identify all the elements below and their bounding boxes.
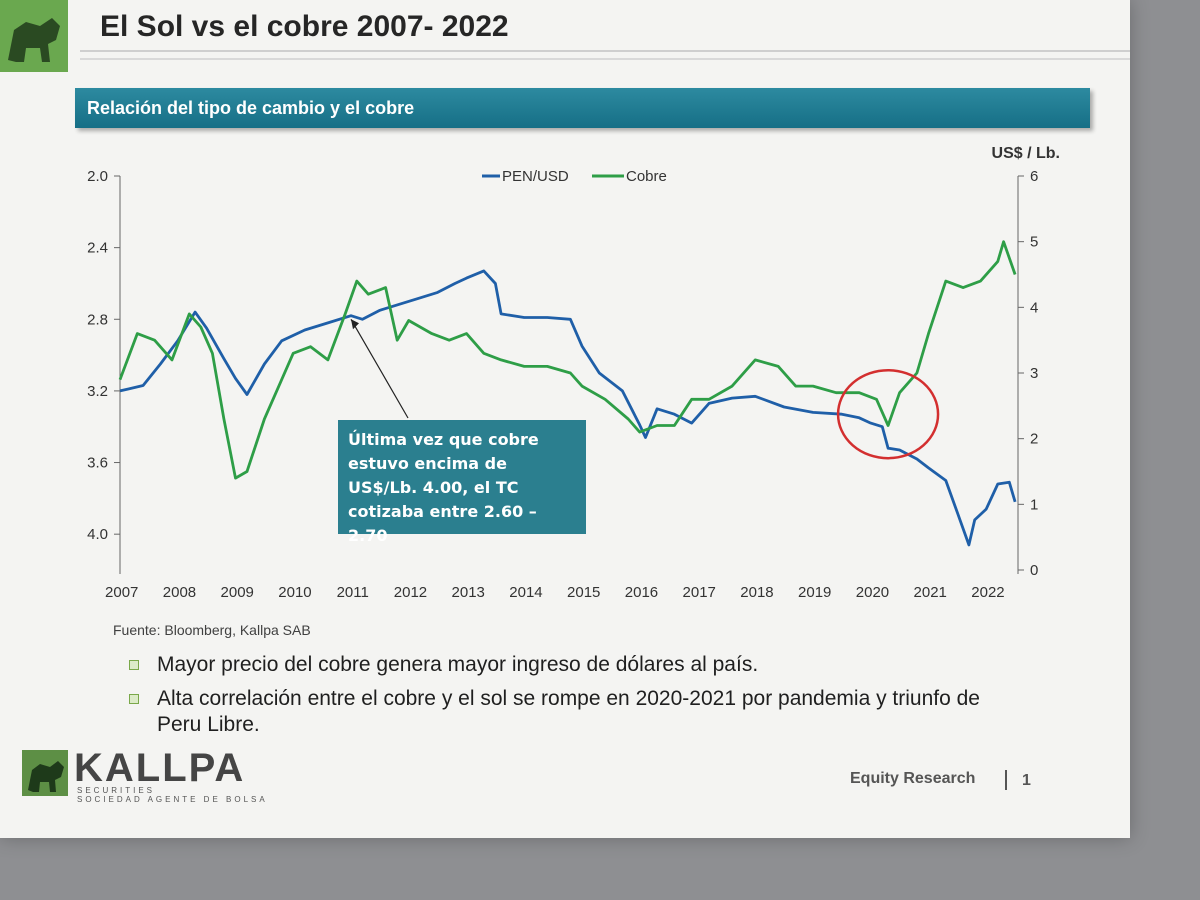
bull-logo-icon <box>22 750 68 796</box>
x-tick-label: 2016 <box>625 584 658 601</box>
bullet-square-icon <box>129 694 139 704</box>
x-tick-label: 2012 <box>394 584 427 601</box>
x-tick-label: 2019 <box>798 584 831 601</box>
left-tick-label: 3.2 <box>87 383 108 400</box>
highlight-circle <box>836 368 940 460</box>
x-tick-label: 2017 <box>683 584 716 601</box>
x-tick-label: 2007 <box>105 584 138 601</box>
right-tick-label: 0 <box>1030 562 1038 579</box>
logo-tagline: SOCIEDAD AGENTE DE BOLSA <box>77 795 268 804</box>
legend-label-pen: PEN/USD <box>502 168 569 185</box>
bullet-item: Mayor precio del cobre genera mayor ingr… <box>125 652 1025 678</box>
x-tick-label: 2020 <box>856 584 889 601</box>
left-tick-label: 2.4 <box>87 240 108 257</box>
left-tick-label: 3.6 <box>87 455 108 472</box>
callout-line: US$/Lb. 4.00, el TC <box>348 478 519 497</box>
line-chart: 2.0 2.4 2.8 3.2 3.6 4.0 0 1 2 3 4 5 6 US$ / Lb. 2007 20… <box>87 145 1060 601</box>
left-tick-label: 2.0 <box>87 168 108 185</box>
callout-arrow-head <box>350 319 359 330</box>
slide: El Sol vs el cobre 2007- 2022 Relación d… <box>0 0 1130 838</box>
bullet-list: Mayor precio del cobre genera mayor ingr… <box>125 652 1025 746</box>
callout-box: Última vez que cobre estuvo encima de US… <box>338 420 586 545</box>
right-tick-label: 4 <box>1030 299 1038 316</box>
title-bar: El Sol vs el cobre 2007- 2022 <box>80 0 1130 52</box>
logo-subtitle: SECURITIES SOCIEDAD AGENTE DE BOLSA <box>77 786 268 804</box>
x-tick-label: 2013 <box>452 584 485 601</box>
legend-label-cobre: Cobre <box>626 168 667 185</box>
series-line-cobre <box>118 240 1017 480</box>
right-axis-title: US$ / Lb. <box>992 145 1060 162</box>
logo-name: KALLPA <box>74 746 246 790</box>
right-tick-label: 6 <box>1030 168 1038 185</box>
x-tick-label: 2010 <box>278 584 311 601</box>
x-tick-label: 2022 <box>971 584 1004 601</box>
bullet-text: Mayor precio del cobre genera mayor ingr… <box>157 653 759 676</box>
left-tick-label: 4.0 <box>87 526 108 543</box>
section-title: Relación del tipo de cambio y el cobre <box>87 98 415 118</box>
right-tick-label: 2 <box>1030 431 1038 448</box>
right-tick-label: 1 <box>1030 496 1038 513</box>
callout-arrow-line <box>350 318 409 419</box>
x-tick-label: 2021 <box>914 584 947 601</box>
bullet-text: Alta correlación entre el cobre y el sol… <box>157 687 980 736</box>
page-number: 1 <box>1022 772 1031 789</box>
source-note: Fuente: Bloomberg, Kallpa SAB <box>113 622 311 638</box>
title-divider <box>80 58 1130 60</box>
bullet-square-icon <box>129 660 139 670</box>
section-header: Relación del tipo de cambio y el cobre <box>75 88 1090 128</box>
slide-title: El Sol vs el cobre 2007- 2022 <box>100 10 509 43</box>
x-tick-label: 2014 <box>509 584 542 601</box>
left-tick-label: 2.8 <box>87 311 108 328</box>
x-tick-label: 2018 <box>740 584 773 601</box>
bullet-item: Alta correlación entre el cobre y el sol… <box>125 686 1025 738</box>
right-tick-label: 3 <box>1030 365 1038 382</box>
x-tick-label: 2011 <box>337 584 369 601</box>
x-tick-label: 2008 <box>163 584 196 601</box>
right-tick-label: 5 <box>1030 234 1038 251</box>
series-line-pen-usd <box>119 269 1017 547</box>
logo-securities: SECURITIES <box>77 786 156 795</box>
callout-line: estuvo encima de <box>348 454 507 473</box>
footer-label: Equity Research <box>850 770 976 787</box>
callout-line: Última vez que cobre <box>348 430 539 449</box>
footer-divider <box>1005 770 1007 790</box>
kallpa-logo: KALLPA SECURITIES SOCIEDAD AGENTE DE BOL… <box>22 746 272 804</box>
callout-line: cotizaba entre 2.60 – 2.70 <box>348 502 537 545</box>
x-tick-label: 2015 <box>567 584 600 601</box>
x-tick-label: 2009 <box>221 584 254 601</box>
corner-bull-logo <box>0 0 68 72</box>
